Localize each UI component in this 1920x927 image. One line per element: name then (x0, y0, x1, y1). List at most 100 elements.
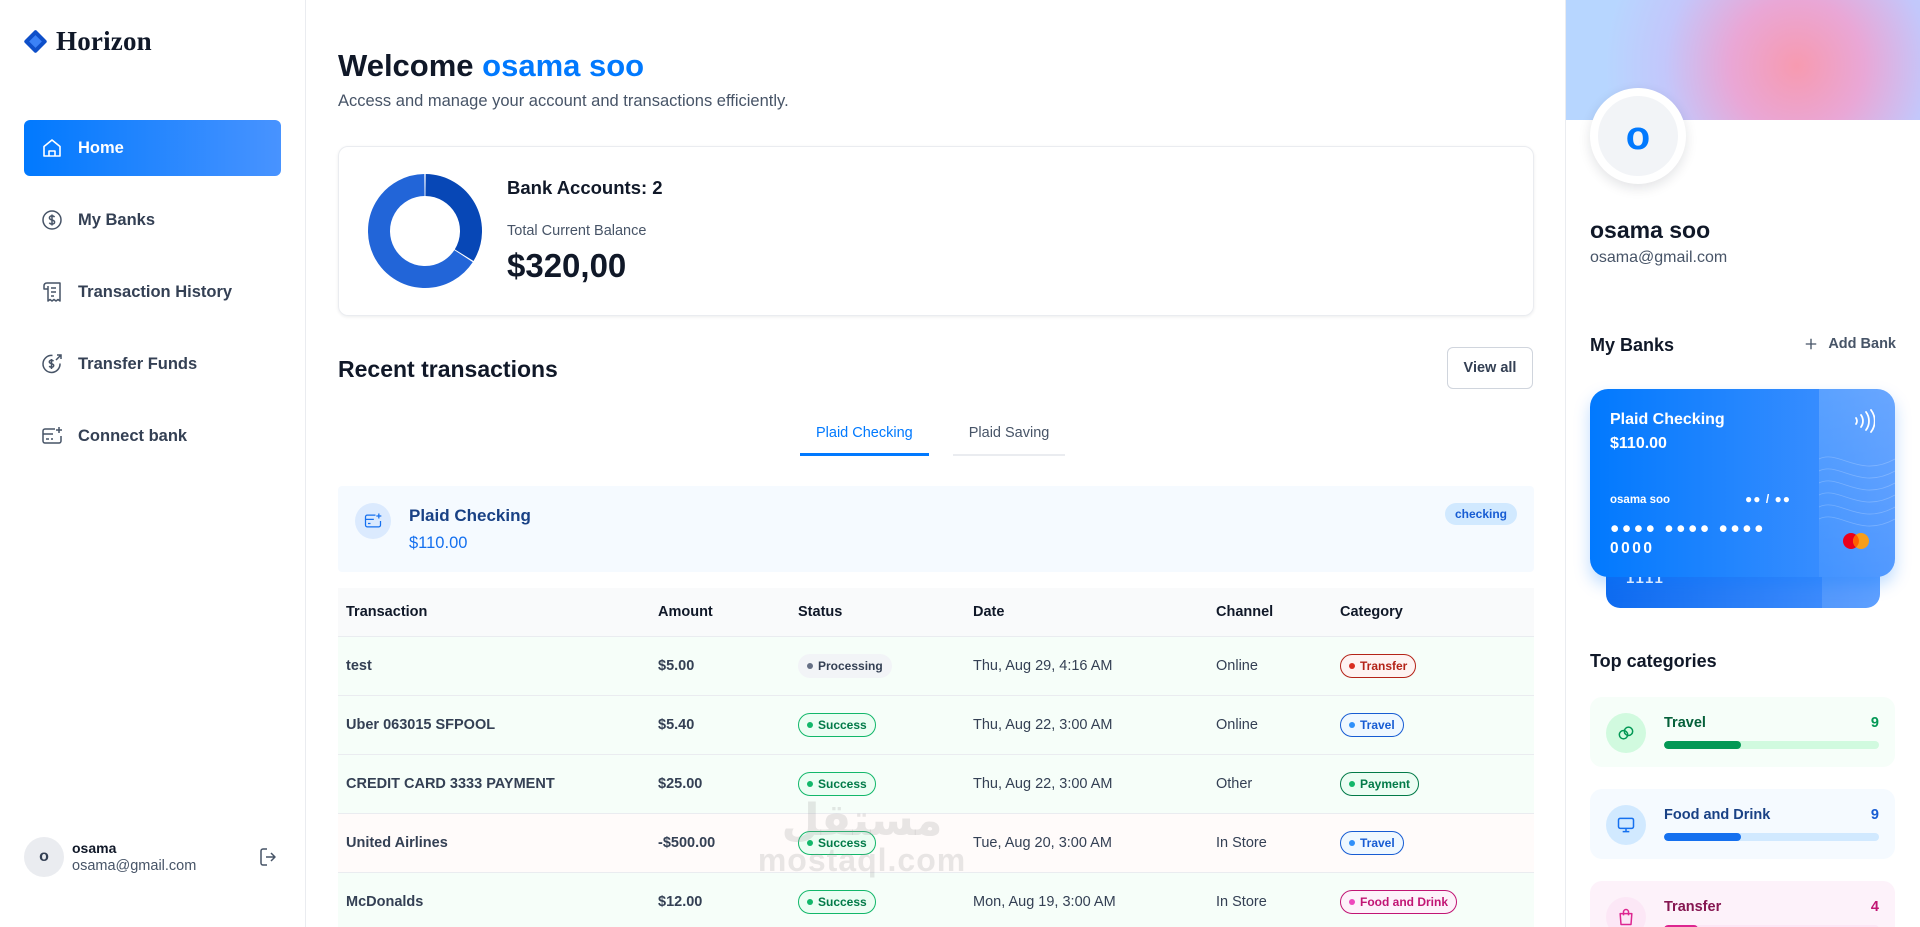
table-row[interactable]: Uber 063015 SFPOOL $5.40 Success Thu, Au… (338, 695, 1534, 755)
sidebar-item-label: Transaction History (78, 282, 233, 301)
my-banks-title: My Banks (1590, 335, 1675, 355)
category-badge: Travel (1340, 712, 1404, 737)
column-header: Date (965, 588, 1208, 637)
card-owner-name: osama soo (1610, 494, 1671, 506)
transaction-name: test (338, 636, 650, 696)
sidebar-item-transfer-funds[interactable]: Transfer Funds (24, 336, 281, 392)
table-row[interactable]: test $5.00 Processing Thu, Aug 29, 4:16 … (338, 636, 1534, 696)
transaction-date: Thu, Aug 22, 3:00 AM (965, 754, 1208, 814)
sidebar-item-label: Connect bank (78, 426, 188, 445)
category-count: 9 (1870, 715, 1879, 731)
bank-card-icon (355, 503, 391, 539)
column-header: Status (790, 588, 965, 637)
receipt-icon (43, 282, 61, 302)
sidebar-item-transaction-history[interactable]: Transaction History (24, 264, 281, 320)
mastercard-icon (1843, 533, 1869, 549)
transaction-date: Thu, Aug 22, 3:00 AM (965, 695, 1208, 755)
transaction-name: Uber 063015 SFPOOL (338, 695, 650, 755)
app-name: Horizon (56, 26, 152, 56)
right-sidebar: o osama soo osama@gmail.com My Banks Add… (1565, 0, 1920, 927)
dollar-circle-icon (42, 210, 62, 230)
category-badge: Payment (1340, 771, 1420, 796)
avatar: o (24, 837, 64, 877)
table-row[interactable]: CREDIT CARD 3333 PAYMENT $25.00 Success … (338, 754, 1534, 814)
status-badge: Success (798, 771, 876, 796)
recent-transactions-title: Recent transactions (338, 356, 558, 382)
bag-icon (1606, 897, 1646, 927)
column-header: Transaction (338, 588, 650, 637)
bank-accounts-count: Bank Accounts: 2 (507, 177, 663, 198)
status-badge: Success (798, 830, 876, 855)
account-balance: $110.00 (409, 534, 468, 552)
transaction-channel: Online (1208, 636, 1332, 696)
transaction-amount: $25.00 (650, 754, 790, 814)
tab-plaid-checking[interactable]: Plaid Checking (800, 412, 929, 456)
main-content: Welcome osama soo Access and manage your… (306, 0, 1565, 927)
monitor-icon (1606, 805, 1646, 845)
user-email: osama@gmail.com (72, 858, 197, 874)
table-row[interactable]: United Airlines -$500.00 Success Tue, Au… (338, 813, 1534, 873)
category-progress-fill (1664, 833, 1742, 841)
category-name: Travel (1664, 715, 1706, 731)
category-progress-fill (1664, 741, 1742, 749)
profile-avatar: o (1590, 88, 1686, 184)
transaction-amount: $12.00 (650, 872, 790, 927)
sidebar-item-connect-bank[interactable]: Connect bank (24, 408, 281, 464)
contactless-icon (1855, 409, 1875, 433)
money-send-icon (42, 354, 62, 374)
transaction-amount: -$500.00 (650, 813, 790, 873)
total-balance-label: Total Current Balance (507, 223, 647, 239)
plus-icon (1806, 338, 1817, 350)
status-badge: Processing (798, 653, 892, 678)
transaction-amount: $5.40 (650, 695, 790, 755)
logo-icon (23, 28, 48, 54)
card-expiry: ●● / ●● (1745, 492, 1791, 506)
category-count: 4 (1870, 899, 1879, 915)
bank-tabs: Plaid Checking Plaid Saving (800, 412, 1066, 456)
category-card-travel[interactable]: Travel 9 (1590, 697, 1895, 767)
category-card-transfer[interactable]: Transfer 4 (1590, 881, 1895, 927)
sidebar-item-home[interactable]: Home (24, 120, 281, 176)
top-categories-title: Top categories (1590, 651, 1717, 671)
category-progress (1664, 925, 1879, 927)
logout-icon[interactable] (257, 845, 281, 869)
logo[interactable]: Horizon (23, 26, 152, 57)
column-header: Category (1332, 588, 1534, 637)
category-badge: Travel (1340, 830, 1404, 855)
transaction-date: Thu, Aug 29, 4:16 AM (965, 636, 1208, 696)
status-badge: Success (798, 889, 876, 914)
account-name: Plaid Checking (409, 506, 531, 525)
category-progress (1664, 833, 1879, 841)
table-row[interactable]: McDonalds $12.00 Success Mon, Aug 19, 3:… (338, 872, 1534, 927)
tab-plaid-saving[interactable]: Plaid Saving (952, 412, 1066, 456)
category-badge: Transfer (1340, 653, 1417, 678)
sidebar-item-label: Home (78, 138, 124, 157)
transactions-table: Transaction Amount Status Date Channel C… (338, 588, 1534, 927)
sidebar-item-my-banks[interactable]: My Banks (24, 192, 281, 248)
total-balance-box: Bank Accounts: 2 Total Current Balance $… (338, 146, 1534, 316)
transaction-channel: Other (1208, 754, 1332, 814)
link-icon (1606, 713, 1646, 753)
sidebar-user: o osama osama@gmail.com (24, 837, 281, 877)
category-progress-fill (1664, 925, 1699, 927)
transaction-name: United Airlines (338, 813, 650, 873)
account-info-banner: Plaid Checking $110.00 checking (338, 486, 1534, 572)
table-header-row: Transaction Amount Status Date Channel C… (338, 588, 1534, 637)
view-all-button[interactable]: View all (1447, 347, 1533, 389)
column-header: Channel (1208, 588, 1332, 637)
transaction-amount: $5.00 (650, 636, 790, 696)
account-type-badge: checking (1444, 503, 1517, 525)
card-balance: $110.00 (1610, 435, 1667, 452)
category-card-food-and-drink[interactable]: Food and Drink 9 (1590, 789, 1895, 859)
donut-slice (424, 174, 482, 261)
donut-slice (368, 174, 473, 288)
profile-name: osama soo (1590, 217, 1711, 243)
page-subtitle: Access and manage your account and trans… (338, 92, 789, 110)
category-count: 9 (1870, 807, 1879, 823)
transaction-name: CREDIT CARD 3333 PAYMENT (338, 754, 650, 814)
bank-card[interactable]: Plaid Checking $110.00 osama soo ●● / ●●… (1590, 389, 1895, 577)
transaction-date: Mon, Aug 19, 3:00 AM (965, 872, 1208, 927)
balance-donut-chart (368, 174, 482, 288)
card-number: ●●●● ●●●● ●●●● 0000 (1610, 520, 1766, 557)
add-bank-button[interactable]: Add Bank (1802, 335, 1896, 353)
